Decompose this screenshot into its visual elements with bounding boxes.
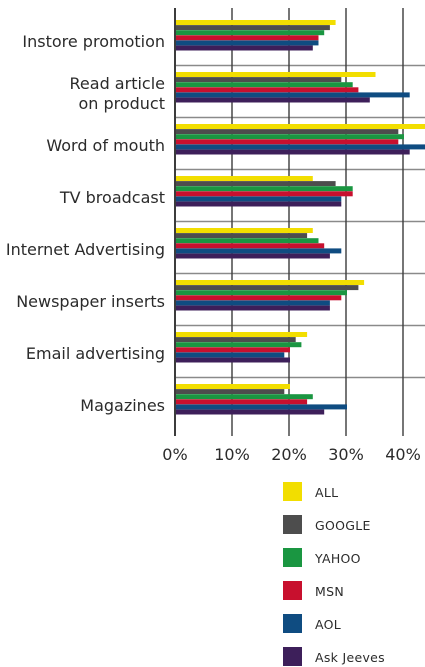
- bar-magazines-ask-jeeves: [176, 409, 325, 415]
- legend: ALL GOOGLE YAHOO MSN AOL Ask Jeeves: [283, 482, 385, 666]
- bar-internet-advertising-all: [176, 228, 313, 233]
- bar-internet-advertising-yahoo: [176, 238, 319, 244]
- bar-read-article-on-product-google: [176, 77, 342, 83]
- legend-item-ask-jeeves: Ask Jeeves: [283, 647, 385, 666]
- bar-internet-advertising-aol: [176, 248, 342, 254]
- bar-magazines-aol: [176, 404, 347, 410]
- bar-word-of-mouth-aol: [176, 144, 425, 150]
- category-label-word-of-mouth: Word of mouth: [46, 136, 165, 155]
- legend-label: YAHOO: [314, 551, 361, 566]
- x-tick-label: 40%: [385, 445, 421, 464]
- bar-newspaper-inserts-msn: [176, 295, 342, 301]
- bar-instore-promotion-yahoo: [176, 30, 325, 36]
- legend-item-google: GOOGLE: [283, 515, 371, 534]
- category-labels: Instore promotion Read article on product W…: [6, 32, 165, 415]
- bar-internet-advertising-msn: [176, 243, 325, 249]
- category-label-newspaper-inserts: Newspaper inserts: [16, 292, 165, 311]
- grid-lines: [174, 8, 425, 436]
- category-label-read-article-on-product: Read article on product: [70, 74, 165, 113]
- bar-word-of-mouth-all: [176, 124, 425, 129]
- bar-instore-promotion-google: [176, 25, 330, 31]
- bar-read-article-on-product-yahoo: [176, 82, 353, 88]
- legend-swatch: [283, 515, 302, 534]
- x-tick-label: 20%: [271, 445, 307, 464]
- bar-newspaper-inserts-google: [176, 285, 359, 291]
- bar-read-article-on-product-ask-jeeves: [176, 97, 370, 103]
- bar-instore-promotion-ask-jeeves: [176, 45, 313, 51]
- legend-label: GOOGLE: [315, 518, 371, 533]
- bar-tv-broadcast-ask-jeeves: [176, 201, 342, 207]
- bar-email-advertising-aol: [176, 352, 285, 358]
- legend-item-yahoo: YAHOO: [283, 548, 361, 567]
- bar-newspaper-inserts-ask-jeeves: [176, 305, 330, 311]
- bar-email-advertising-google: [176, 337, 296, 343]
- bar-read-article-on-product-aol: [176, 92, 410, 98]
- legend-label: ALL: [315, 485, 338, 500]
- bar-instore-promotion-all: [176, 20, 336, 25]
- legend-swatch: [283, 482, 302, 501]
- bar-read-article-on-product-msn: [176, 87, 359, 93]
- bar-instore-promotion-aol: [176, 40, 319, 46]
- legend-swatch: [283, 548, 302, 567]
- legend-swatch: [283, 614, 302, 633]
- bar-newspaper-inserts-yahoo: [176, 290, 347, 296]
- legend-item-all: ALL: [283, 482, 338, 501]
- bar-tv-broadcast-google: [176, 181, 336, 187]
- category-label-magazines: Magazines: [80, 396, 165, 415]
- bar-email-advertising-msn: [176, 347, 290, 353]
- category-label-instore-promotion: Instore promotion: [22, 32, 165, 51]
- legend-swatch: [283, 581, 302, 600]
- bar-newspaper-inserts-all: [176, 280, 365, 285]
- bar-newspaper-inserts-aol: [176, 300, 330, 306]
- legend-label: MSN: [315, 584, 344, 599]
- bar-word-of-mouth-msn: [176, 139, 399, 145]
- bar-magazines-google: [176, 389, 285, 395]
- bar-internet-advertising-google: [176, 233, 308, 239]
- bar-internet-advertising-ask-jeeves: [176, 253, 330, 259]
- bar-word-of-mouth-ask-jeeves: [176, 149, 410, 155]
- bar-tv-broadcast-all: [176, 176, 313, 181]
- bar-read-article-on-product-all: [176, 72, 376, 77]
- x-tick-label: 30%: [328, 445, 364, 464]
- bar-tv-broadcast-aol: [176, 196, 342, 202]
- bar-tv-broadcast-yahoo: [176, 186, 353, 192]
- bar-magazines-msn: [176, 399, 308, 405]
- bar-email-advertising-ask-jeeves: [176, 357, 290, 363]
- bars: [176, 20, 425, 415]
- bar-email-advertising-all: [176, 332, 308, 337]
- legend-label: AOL: [315, 617, 341, 632]
- legend-item-msn: MSN: [283, 581, 344, 600]
- legend-item-aol: AOL: [283, 614, 341, 633]
- bar-magazines-yahoo: [176, 394, 313, 400]
- x-axis-tick-labels: 0% 10% 20% 30% 40%: [162, 445, 420, 464]
- legend-swatch: [283, 647, 302, 666]
- bar-instore-promotion-msn: [176, 35, 319, 41]
- bar-email-advertising-yahoo: [176, 342, 302, 348]
- category-label-email-advertising: Email advertising: [26, 344, 165, 363]
- bar-tv-broadcast-msn: [176, 191, 353, 197]
- bar-word-of-mouth-google: [176, 129, 399, 135]
- category-label-tv-broadcast: TV broadcast: [59, 188, 165, 207]
- x-tick-label: 0%: [162, 445, 187, 464]
- bar-word-of-mouth-yahoo: [176, 134, 404, 140]
- category-label-internet-advertising: Internet Advertising: [6, 240, 165, 259]
- bar-magazines-all: [176, 384, 290, 389]
- legend-label: Ask Jeeves: [315, 650, 385, 665]
- x-tick-label: 10%: [214, 445, 250, 464]
